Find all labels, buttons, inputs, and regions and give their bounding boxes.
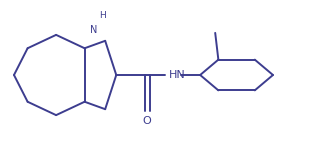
Text: H: H: [99, 11, 105, 20]
Text: O: O: [142, 116, 151, 126]
Text: HN: HN: [169, 70, 185, 80]
Text: N: N: [90, 25, 98, 35]
